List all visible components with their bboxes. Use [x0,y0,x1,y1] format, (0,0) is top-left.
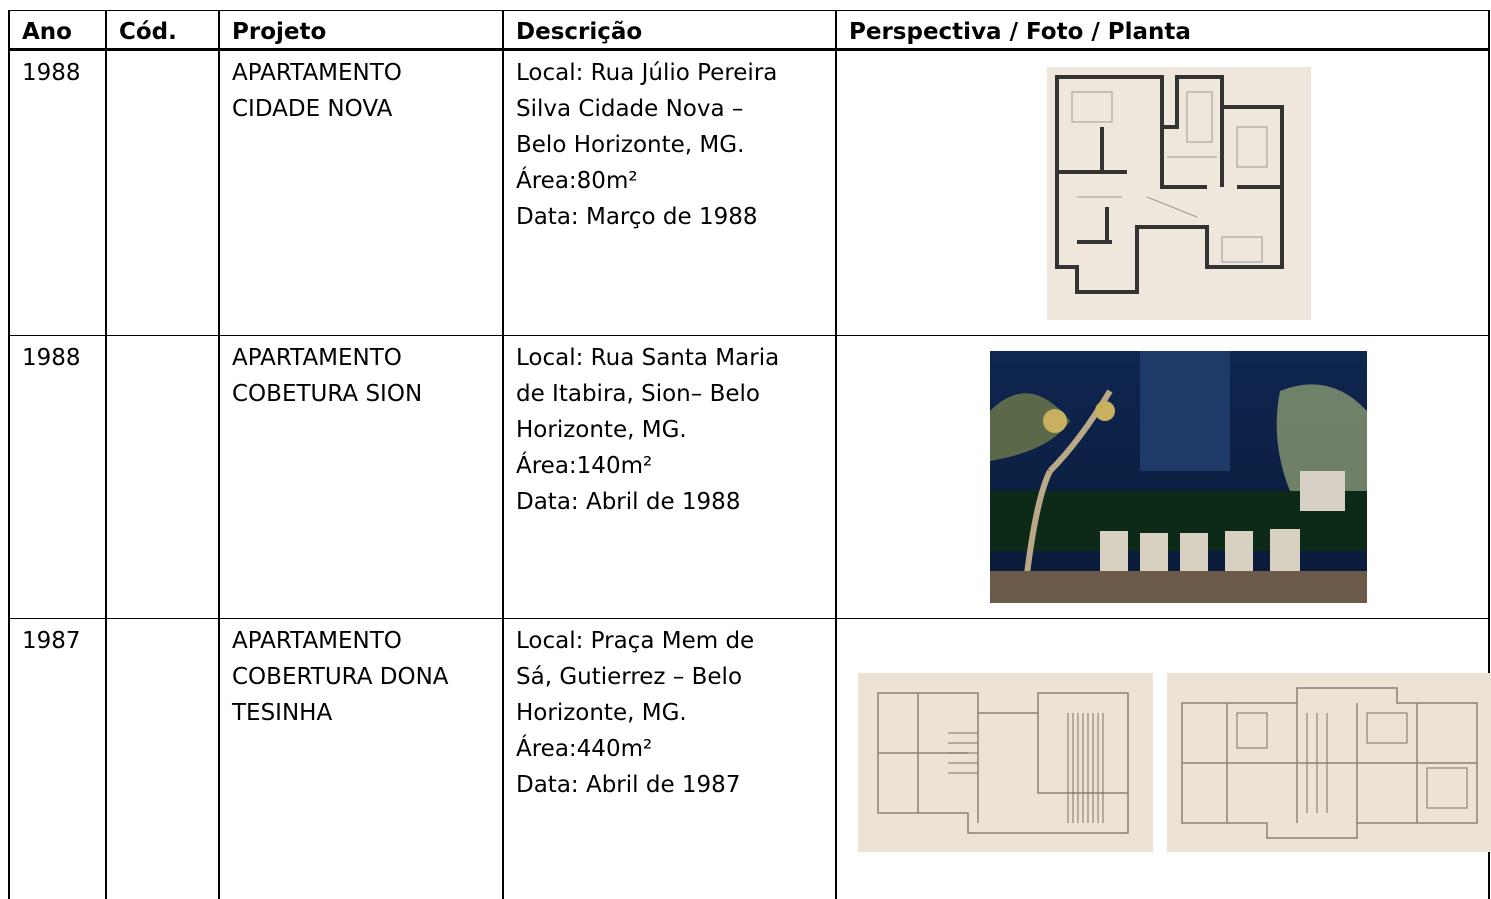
project-line: COBETURA SION [232,381,423,407]
description-line: Sá, Gutierrez – Belo [516,664,743,690]
description-line: Local: Rua Júlio Pereira [516,60,778,86]
row-rule [8,10,1490,11]
description-line: Área:80m² [516,168,638,194]
year-cell: 1987 [22,628,81,654]
column-rule [105,10,107,899]
floor-plan-image [1167,673,1491,852]
column-rule [502,10,504,899]
description-line: Data: Março de 1988 [516,204,758,230]
row-rule [8,335,1490,336]
column-rule [8,10,10,899]
column-rule [835,10,837,899]
description-cell: Local: Rua Júlio Pereira Silva Cidade Nov… [516,55,777,235]
year-cell: 1988 [22,60,81,86]
description-line: Horizonte, MG. [516,417,687,443]
floor-plan-image [1047,67,1311,320]
year-cell: 1988 [22,345,81,371]
description-line: Área:140m² [516,453,653,479]
column-rule [1488,10,1490,899]
project-cell: APARTAMENTO CIDADE NOVA [232,55,402,127]
description-cell: Local: Praça Mem de Sá, Gutierrez – Belo H… [516,623,754,803]
header-cell: Cód. [119,19,177,45]
description-line: Data: Abril de 1987 [516,772,741,798]
project-cell: APARTAMENTO COBERTURA DONA TESINHA [232,623,449,731]
project-line: APARTAMENTO [232,60,402,86]
description-cell: Local: Rua Santa Maria de Itabira, Sion– … [516,340,779,520]
description-line: Data: Abril de 1988 [516,489,741,515]
rooftop-photo [990,351,1367,603]
project-line: APARTAMENTO [232,345,402,371]
project-line: APARTAMENTO [232,628,402,654]
project-line: CIDADE NOVA [232,96,393,122]
header-cell: Descrição [516,19,643,45]
description-line: Local: Rua Santa Maria [516,345,780,371]
floor-plan-image [858,673,1153,852]
description-line: Silva Cidade Nova – [516,96,744,122]
description-line: de Itabira, Sion– Belo [516,381,760,407]
header-rule [8,48,1490,51]
project-line: COBERTURA DONA [232,664,449,690]
header-cell: Perspectiva / Foto / Planta [849,19,1191,45]
column-rule [218,10,220,899]
description-line: Belo Horizonte, MG. [516,132,745,158]
description-line: Horizonte, MG. [516,700,687,726]
project-cell: APARTAMENTO COBETURA SION [232,340,422,412]
header-cell: Projeto [232,19,327,45]
description-line: Área:440m² [516,736,653,762]
project-line: TESINHA [232,700,333,726]
description-line: Local: Praça Mem de [516,628,755,654]
header-cell: Ano [22,19,72,45]
row-rule [8,618,1490,619]
